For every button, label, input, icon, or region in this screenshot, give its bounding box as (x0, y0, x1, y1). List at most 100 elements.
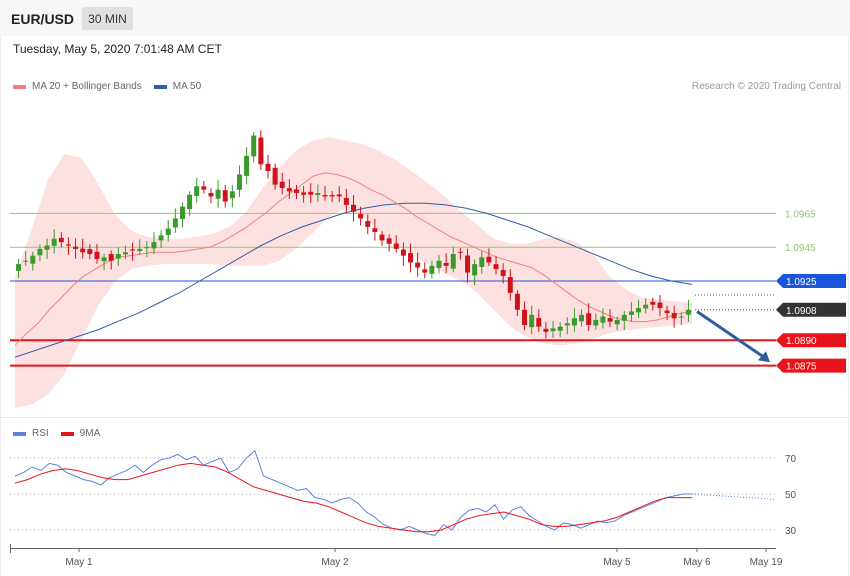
timeframe-badge[interactable]: 30 MIN (82, 7, 133, 30)
candle-bull (685, 309, 691, 315)
x-tick-label: May 6 (683, 557, 711, 568)
candle-bear (514, 293, 520, 310)
candle-bear (408, 253, 414, 263)
level-tag-support (776, 333, 846, 348)
level-tag-pivot (776, 274, 846, 289)
candle-bull (172, 218, 178, 228)
candle-bear (108, 253, 114, 261)
candle-bull (436, 260, 442, 269)
candle-bear (500, 269, 506, 276)
candle-bull (564, 323, 570, 326)
level-tag-support (776, 358, 846, 373)
candle-bull (244, 155, 250, 176)
candle-bear (422, 269, 428, 273)
x-tick-label: May 5 (603, 557, 631, 568)
rsi-ma-line (14, 462, 692, 533)
candle-bull (315, 193, 321, 196)
candle-bull (51, 238, 57, 246)
candle-bear (208, 193, 214, 197)
ma20-line (14, 172, 693, 346)
candle-bear (536, 318, 542, 327)
level-label-pivot: 1.0925 (786, 277, 817, 288)
price-legend: MA 20 + Bollinger Bands MA 50 (13, 81, 213, 92)
candle-bear (58, 237, 64, 243)
candle-bear (130, 249, 136, 251)
rsi-projection (691, 493, 777, 500)
x-tick-label: May 1 (65, 557, 93, 568)
candle-bull (479, 257, 485, 267)
ma20-swatch (13, 84, 26, 89)
candle-bear (372, 228, 378, 232)
candle-bear (265, 163, 271, 172)
candle-bear (65, 244, 71, 246)
level-tag-last (776, 302, 846, 317)
candle-bear (301, 192, 307, 195)
candle-bear (486, 256, 492, 263)
candle-bear (400, 249, 406, 256)
candle-bear (457, 251, 463, 253)
candle-bear (272, 167, 278, 185)
candle-bull (472, 264, 478, 276)
candle-bear (586, 313, 592, 326)
candle-bear (365, 221, 371, 227)
candle-bull (16, 264, 22, 271)
level-label-support: 1.0890 (786, 336, 817, 347)
legend-ma50-label: MA 50 (172, 81, 202, 92)
candle-bull (429, 265, 435, 274)
candle-bear (293, 189, 299, 194)
candle-bull (23, 260, 29, 262)
candle-bull (628, 311, 634, 315)
copyright-notice: Research © 2020 Trading Central (691, 81, 841, 92)
legend-rsi: RSI (13, 428, 49, 439)
legend-ma50: MA 50 (153, 81, 202, 92)
rsi-swatch (13, 431, 26, 436)
candle-bear (393, 243, 399, 249)
candle-bull (614, 319, 620, 325)
candle-bull (557, 326, 563, 331)
ma9-swatch (60, 431, 74, 436)
candle-bear (493, 264, 499, 270)
candle-bear (657, 302, 663, 309)
rsi-tick-label: 70 (785, 454, 797, 465)
rsi-line (14, 449, 692, 536)
candle-bull (600, 316, 606, 323)
candle-bear (465, 255, 471, 273)
forecast-arrow-shaft (696, 310, 765, 359)
candle-bear (87, 249, 93, 254)
candle-bear (351, 204, 356, 212)
candle-bear (386, 238, 392, 244)
candle-bear (80, 248, 86, 253)
legend-rsi-label: RSI (32, 428, 49, 439)
candle-bull (450, 253, 456, 269)
candle-bear (343, 197, 349, 205)
candle-bull (215, 189, 221, 199)
header-bar: EUR/USD 30 MIN (0, 0, 850, 36)
candle-bull (187, 194, 193, 210)
candle-bull (643, 304, 649, 309)
x-tick-label: May 2 (321, 557, 349, 568)
candle-bull (137, 248, 143, 252)
level-label-last: 1.0908 (786, 306, 817, 317)
candle-bear (308, 191, 314, 195)
candle-bull (115, 253, 121, 259)
candle-bull (30, 255, 36, 264)
rsi-tick-label: 50 (785, 490, 797, 501)
candle-bear (664, 310, 670, 314)
level-label-support: 1.0875 (786, 362, 817, 373)
candle-bear (201, 186, 207, 190)
candle-bear (73, 246, 79, 249)
candle-bear (94, 251, 100, 260)
candle-bull (236, 174, 242, 190)
symbol-title: EUR/USD (11, 11, 75, 27)
level-label-resistance: 1.0965 (785, 209, 816, 220)
candle-bull (151, 242, 157, 249)
bollinger-band (15, 137, 692, 408)
candle-bull (678, 316, 684, 318)
datetime-label: Tuesday, May 5, 2020 7:01:48 AM CET (13, 42, 222, 56)
candle-bull (179, 206, 185, 219)
candle-bull (529, 314, 535, 328)
candle-bull (158, 235, 164, 241)
candle-bull (251, 135, 257, 157)
candle-bear (358, 214, 364, 219)
